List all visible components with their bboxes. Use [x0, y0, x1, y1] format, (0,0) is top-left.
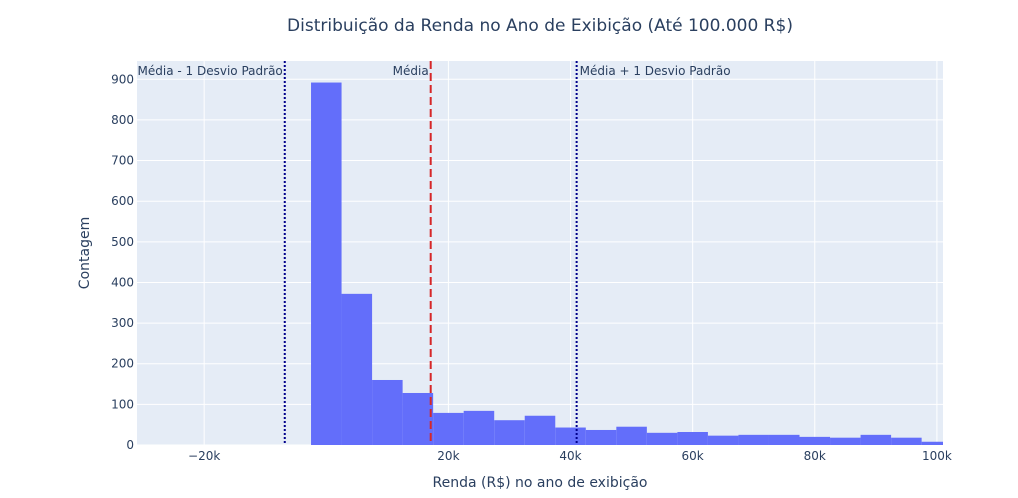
y-tick-label: 700 — [111, 154, 134, 168]
histogram-bar — [768, 434, 800, 445]
histogram-bar — [891, 437, 922, 445]
histogram-bar — [677, 431, 708, 445]
histogram-bar — [555, 427, 586, 445]
histogram-bar — [494, 420, 525, 445]
x-tick-label: 20k — [437, 449, 459, 463]
histogram-bar — [646, 432, 678, 445]
reference-line-label: Média + 1 Desvio Padrão — [580, 64, 731, 78]
y-tick-label: 600 — [111, 194, 134, 208]
y-tick-label: 100 — [111, 397, 134, 411]
histogram-bar — [372, 379, 403, 445]
histogram-bar — [830, 437, 861, 445]
histogram-bar — [616, 426, 647, 445]
x-tick-label: 40k — [559, 449, 581, 463]
histogram-bar — [433, 412, 464, 445]
y-tick-label: 300 — [111, 316, 134, 330]
histogram-bar — [738, 434, 769, 445]
y-tick-label: 0 — [126, 438, 134, 452]
histogram-bar — [799, 436, 831, 445]
y-tick-label: 200 — [111, 357, 134, 371]
x-axis-title: Renda (R$) no ano de exibição — [433, 475, 648, 491]
x-tick-label: 80k — [804, 449, 826, 463]
histogram-bars — [311, 82, 943, 446]
histogram-bar — [707, 435, 739, 445]
histogram-bar — [463, 410, 495, 445]
reference-line-label: Média — [393, 64, 429, 78]
histogram-bar — [860, 434, 892, 445]
histogram-bar — [921, 441, 943, 445]
y-axis-ticks: 0 100 200 300 400 500 600 700 800 900 — [111, 72, 134, 452]
y-tick-label: 500 — [111, 235, 134, 249]
x-axis-ticks: −20k 20k 40k 60k 80k 100k — [188, 449, 952, 463]
y-tick-label: 800 — [111, 113, 134, 127]
chart-title: Distribuição da Renda no Ano de Exibição… — [287, 16, 793, 36]
y-axis-title: Contagem — [77, 217, 93, 289]
x-tick-label: −20k — [188, 449, 220, 463]
y-tick-label: 900 — [111, 72, 134, 86]
histogram-bar — [402, 392, 434, 445]
histogram-bar — [524, 415, 556, 445]
reference-lines: Média - 1 Desvio Padrão Média Média + 1 De… — [138, 61, 731, 445]
reference-line-label: Média - 1 Desvio Padrão — [138, 64, 283, 78]
histogram-bar — [311, 82, 342, 446]
y-tick-label: 400 — [111, 275, 134, 289]
x-tick-label: 100k — [922, 449, 952, 463]
histogram-bar — [585, 429, 617, 445]
gridlines — [137, 61, 943, 446]
histogram-bar — [341, 293, 373, 445]
plot-background — [137, 61, 943, 445]
x-tick-label: 60k — [682, 449, 704, 463]
